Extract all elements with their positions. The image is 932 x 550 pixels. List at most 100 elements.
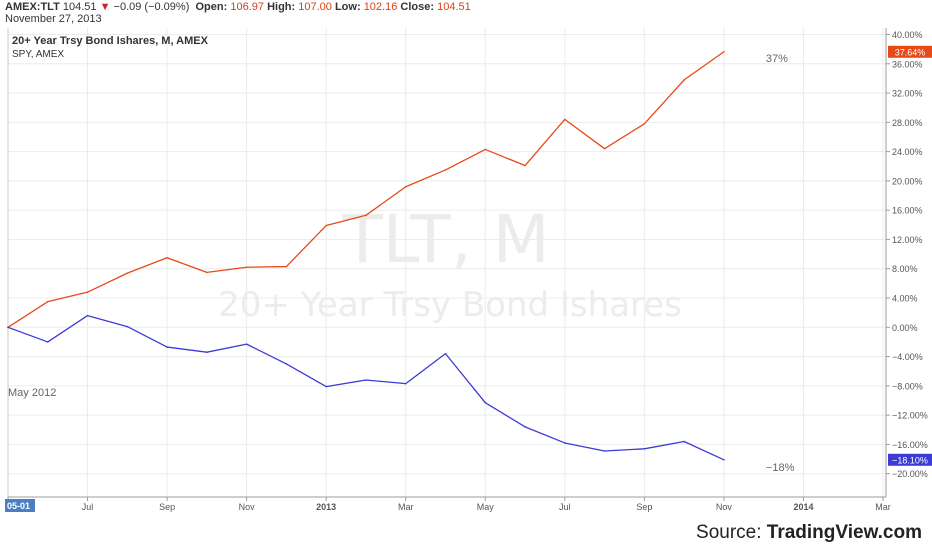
high-label: High: [267, 1, 296, 13]
series-end-annotation: −18% [766, 462, 795, 474]
x-tick-label: Nov [239, 502, 256, 512]
open-value: 106.97 [230, 1, 264, 13]
last-value-label: −18.10% [892, 455, 928, 465]
x-start-label-bg [5, 499, 35, 512]
data-point [365, 214, 367, 217]
header-date: November 27, 2013 [5, 13, 102, 25]
data-point [245, 343, 248, 345]
data-point [285, 363, 288, 365]
series-end-annotation: 37% [766, 53, 788, 65]
last-value-badge [888, 453, 932, 466]
y-tick-label: −12.00% [892, 411, 928, 421]
y-tick-label: 36.00% [892, 59, 923, 69]
data-point [245, 266, 248, 269]
y-tick-label: 20.00% [892, 176, 923, 186]
data-point [564, 118, 566, 121]
source-prefix: Source: [696, 522, 762, 543]
x-tick-label: Sep [636, 502, 652, 512]
data-point [603, 147, 606, 150]
y-tick-label: 12.00% [892, 235, 923, 245]
data-point [524, 164, 526, 167]
data-point [46, 341, 49, 343]
series-line [7, 314, 725, 461]
x-tick-label: 2014 [793, 502, 813, 512]
x-tick-label: Mar [875, 502, 891, 512]
x-tick-label: Mar [398, 502, 414, 512]
legend-main-series: 20+ Year Trsy Bond Ishares, M, AMEX [12, 35, 209, 47]
data-point [166, 346, 168, 348]
y-tick-label: 4.00% [892, 294, 918, 304]
data-point [484, 401, 487, 404]
data-point [444, 352, 447, 355]
x-tick-label: Jul [559, 502, 571, 512]
data-point [444, 169, 447, 171]
last-value-badge [888, 45, 932, 58]
data-point [603, 450, 606, 452]
data-point [365, 379, 367, 381]
series-layer: 37% −18% [7, 50, 795, 474]
y-tick-label: −4.00% [892, 352, 923, 362]
x-tick-label: May [477, 502, 495, 512]
data-point [7, 326, 9, 329]
price-change: −0.09 (−0.09%) [113, 1, 190, 13]
data-point [484, 148, 487, 151]
y-tick-label: 0.00% [892, 323, 918, 333]
data-point [643, 448, 646, 450]
data-point [404, 382, 407, 385]
x-tick-label: 05-01 [7, 501, 30, 511]
close-label: Close: [400, 1, 435, 13]
watermark-name: 20+ Year Trsy Bond Ishares [218, 285, 682, 325]
data-point [86, 291, 89, 293]
data-point [126, 325, 129, 328]
legend-compare-series: SPY, AMEX [12, 49, 64, 60]
symbol-name: AMEX:TLT [5, 1, 60, 13]
x-tick-label: Jul [82, 502, 94, 512]
data-point [325, 224, 327, 227]
y-tick-label: 8.00% [892, 264, 918, 274]
data-point [86, 314, 89, 317]
data-point [206, 271, 208, 274]
y-tick-label: 16.00% [892, 206, 923, 216]
data-point [683, 440, 685, 443]
data-point [285, 265, 288, 268]
grid-lines [7, 28, 886, 497]
y-axis: 40.00% 36.00% 32.00% 28.00% 24.00% 20.00% 16.0… [886, 30, 932, 479]
last-price: 104.51 [62, 1, 97, 13]
watermark-symbol: TLT, M [341, 201, 549, 278]
y-tick-label: −16.00% [892, 440, 928, 450]
y-tick-label: 24.00% [892, 147, 923, 157]
data-point [723, 458, 725, 461]
data-point [404, 185, 407, 188]
open-label: Open: [195, 1, 228, 13]
source-brand: TradingView.com [766, 522, 922, 543]
x-tick-label: 2013 [316, 502, 336, 512]
x-tick-label: Sep [159, 502, 175, 512]
data-point [126, 272, 129, 274]
x-axis: 05-01 Jul Sep Nov 2013 Mar May Jul Sep Nov 2014 Mar [5, 497, 891, 512]
down-arrow-icon: ▼ [99, 1, 111, 13]
data-point [206, 351, 208, 353]
y-tick-label: −20.00% [892, 469, 928, 479]
data-point [524, 426, 526, 428]
symbol-header: AMEX:TLT 104.51 ▼ −0.09 (−0.09%) Open: 1… [5, 1, 471, 13]
data-point [723, 50, 725, 53]
data-point [564, 442, 566, 444]
watermark: TLT, M 20+ Year Trsy Bond Ishares [218, 201, 682, 325]
last-value-label: 37.64% [895, 47, 926, 57]
low-value: 102.16 [363, 1, 398, 13]
high-value: 107.00 [298, 1, 332, 13]
data-point [325, 385, 327, 388]
y-tick-label: −8.00% [892, 381, 923, 391]
data-point [643, 123, 646, 125]
data-point [46, 300, 49, 303]
source-credit: Source: TradingView.com [696, 522, 922, 544]
low-label: Low: [334, 1, 361, 13]
y-tick-label: 32.00% [892, 89, 923, 99]
data-point [166, 256, 168, 259]
start-annotation: May 2012 [8, 387, 56, 399]
y-tick-label: 40.00% [892, 30, 923, 40]
x-tick-label: Nov [716, 502, 733, 512]
close-value: 104.51 [437, 1, 471, 13]
data-point [683, 79, 685, 81]
